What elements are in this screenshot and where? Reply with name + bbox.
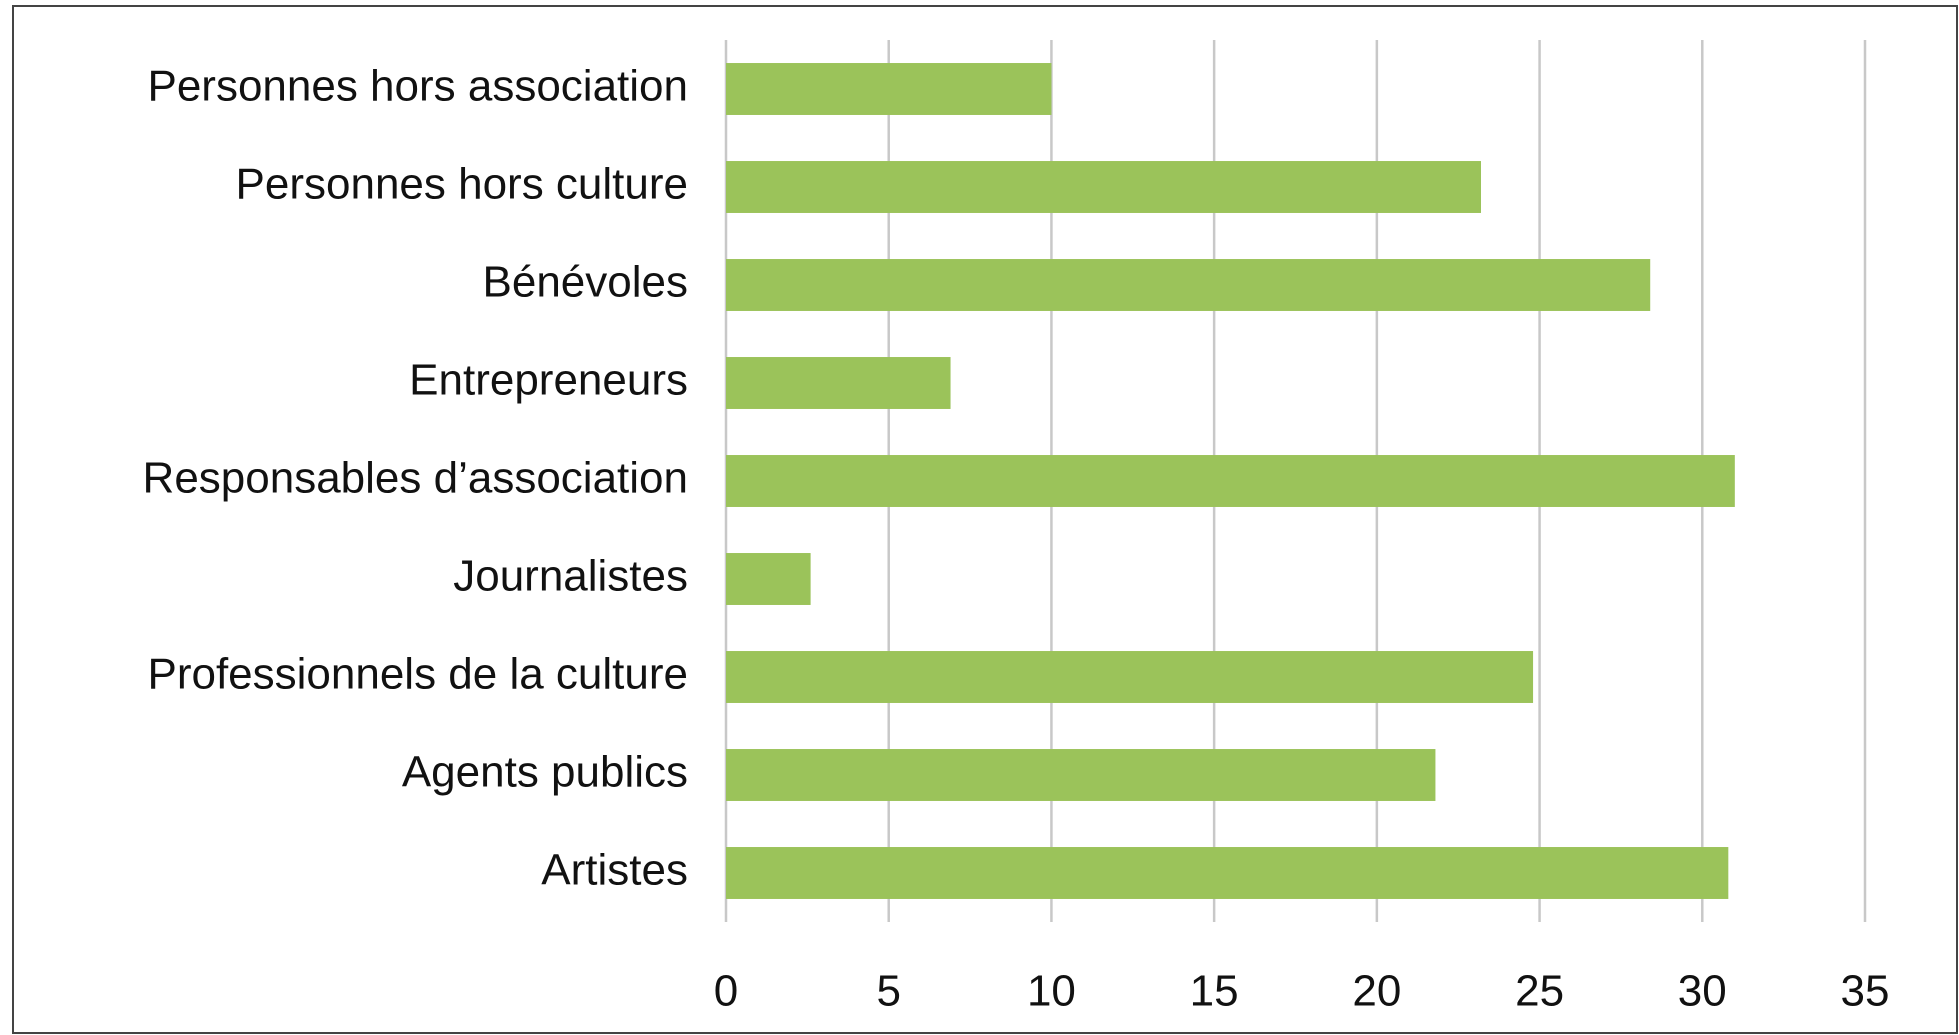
y-tick-label: Professionnels de la culture [147, 650, 688, 699]
x-tick-label: 20 [1352, 967, 1401, 1016]
x-tick-label: 15 [1190, 967, 1239, 1016]
bar [726, 259, 1651, 311]
bar [726, 749, 1436, 801]
y-tick-label: Personnes hors culture [236, 160, 688, 209]
y-tick-label: Journalistes [453, 552, 688, 601]
x-tick-label: 25 [1515, 967, 1564, 1016]
bar [726, 161, 1481, 213]
bar [726, 455, 1735, 507]
x-tick-label: 0 [714, 967, 738, 1016]
y-tick-label: Responsables d’association [143, 454, 688, 503]
y-tick-label: Entrepreneurs [409, 356, 688, 405]
x-tick-label: 30 [1678, 967, 1727, 1016]
bar [726, 63, 1052, 115]
x-tick-label: 35 [1841, 967, 1890, 1016]
bar [726, 357, 951, 409]
bar [726, 847, 1729, 899]
bar [726, 553, 811, 605]
y-tick-label: Personnes hors association [147, 62, 688, 111]
y-tick-label: Bénévoles [483, 258, 688, 307]
bar [726, 651, 1534, 703]
y-tick-label: Artistes [541, 846, 688, 895]
x-tick-label: 5 [876, 967, 900, 1016]
x-tick-label: 10 [1027, 967, 1076, 1016]
y-tick-label: Agents publics [402, 748, 688, 797]
